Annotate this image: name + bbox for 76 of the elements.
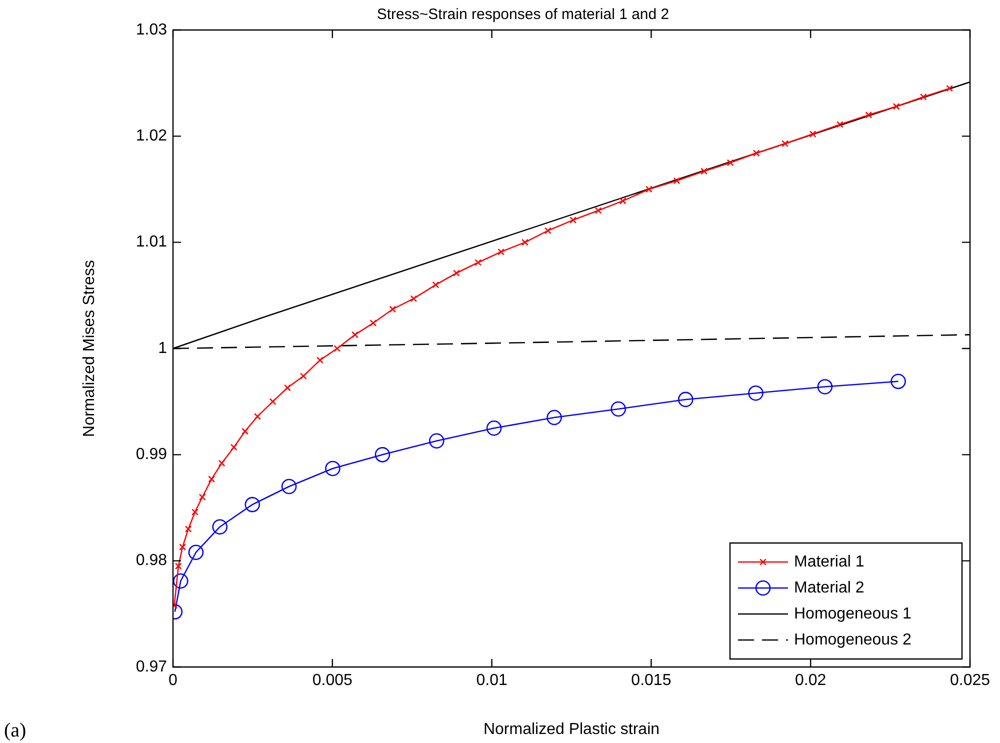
- y-axis-title: Normalized Mises Stress: [81, 260, 98, 437]
- y-tick-label: 1.01: [136, 234, 168, 251]
- point: [920, 93, 927, 100]
- x-axis-title: Normalized Plastic strain: [483, 720, 660, 738]
- x-tick-label: 0: [168, 672, 178, 690]
- legend-label: Material 1: [794, 553, 864, 570]
- point: [184, 526, 192, 532]
- point: [619, 197, 626, 204]
- point: [244, 496, 260, 512]
- point: [817, 379, 833, 394]
- x-tick-label: 0.025: [950, 672, 990, 690]
- x-tick-label: 0.02: [795, 672, 826, 690]
- point: [334, 345, 341, 352]
- point: [452, 270, 460, 277]
- point: [748, 385, 764, 401]
- point: [316, 356, 324, 364]
- point: [700, 168, 708, 175]
- point: [474, 259, 482, 266]
- point: [179, 544, 186, 551]
- point: [174, 562, 182, 570]
- x-tick-label: 0.01: [476, 672, 508, 690]
- point: [486, 420, 502, 436]
- point: [544, 227, 552, 234]
- point: [281, 478, 297, 494]
- legend-label: Material 2: [794, 579, 864, 596]
- point: [269, 398, 276, 406]
- point: [678, 392, 694, 408]
- legend-label: Homogeneous 1: [794, 605, 912, 622]
- point: [594, 207, 602, 214]
- point: [212, 519, 228, 535]
- point: [254, 412, 261, 420]
- point: [192, 508, 198, 516]
- point: [892, 102, 900, 110]
- y-tick-label: 1.02: [136, 128, 168, 145]
- y-tick-label: 0.99: [136, 446, 168, 464]
- point: [836, 121, 844, 128]
- point: [230, 444, 238, 451]
- point: [946, 84, 954, 92]
- point: [208, 476, 216, 483]
- point: [726, 159, 734, 166]
- x-tick-label: 0.015: [631, 672, 672, 690]
- point: [218, 460, 226, 467]
- point: [645, 186, 652, 193]
- point: [300, 372, 307, 380]
- point: [546, 410, 562, 426]
- point: [782, 140, 789, 148]
- chart-title: Stress~Strain responses of material 1 and 2: [376, 6, 670, 24]
- point: [242, 428, 249, 435]
- point: [610, 401, 626, 417]
- point: [865, 111, 872, 118]
- point: [188, 544, 204, 560]
- x-tick-label: 0.005: [312, 672, 353, 690]
- point: [284, 384, 291, 392]
- point: [432, 281, 440, 288]
- point: [429, 433, 444, 449]
- point: [498, 248, 505, 256]
- point: [374, 447, 390, 462]
- point: [570, 216, 577, 224]
- point: [809, 130, 816, 138]
- point: [410, 295, 418, 302]
- point: [370, 320, 377, 326]
- y-tick-label: 1: [158, 340, 168, 357]
- point: [325, 460, 340, 476]
- y-tick-label: 1.03: [136, 21, 168, 38]
- y-tick-label: 0.98: [136, 552, 168, 570]
- legend-label: Homogeneous 2: [794, 631, 912, 648]
- text: (a): [4, 719, 26, 742]
- point: [173, 573, 188, 589]
- point: [352, 331, 359, 338]
- point: [521, 238, 528, 246]
- point: [198, 494, 206, 501]
- point: [752, 150, 760, 157]
- point: [890, 374, 906, 390]
- point: [389, 306, 396, 313]
- y-tick-label: 0.97: [136, 658, 168, 676]
- point: [673, 177, 680, 184]
